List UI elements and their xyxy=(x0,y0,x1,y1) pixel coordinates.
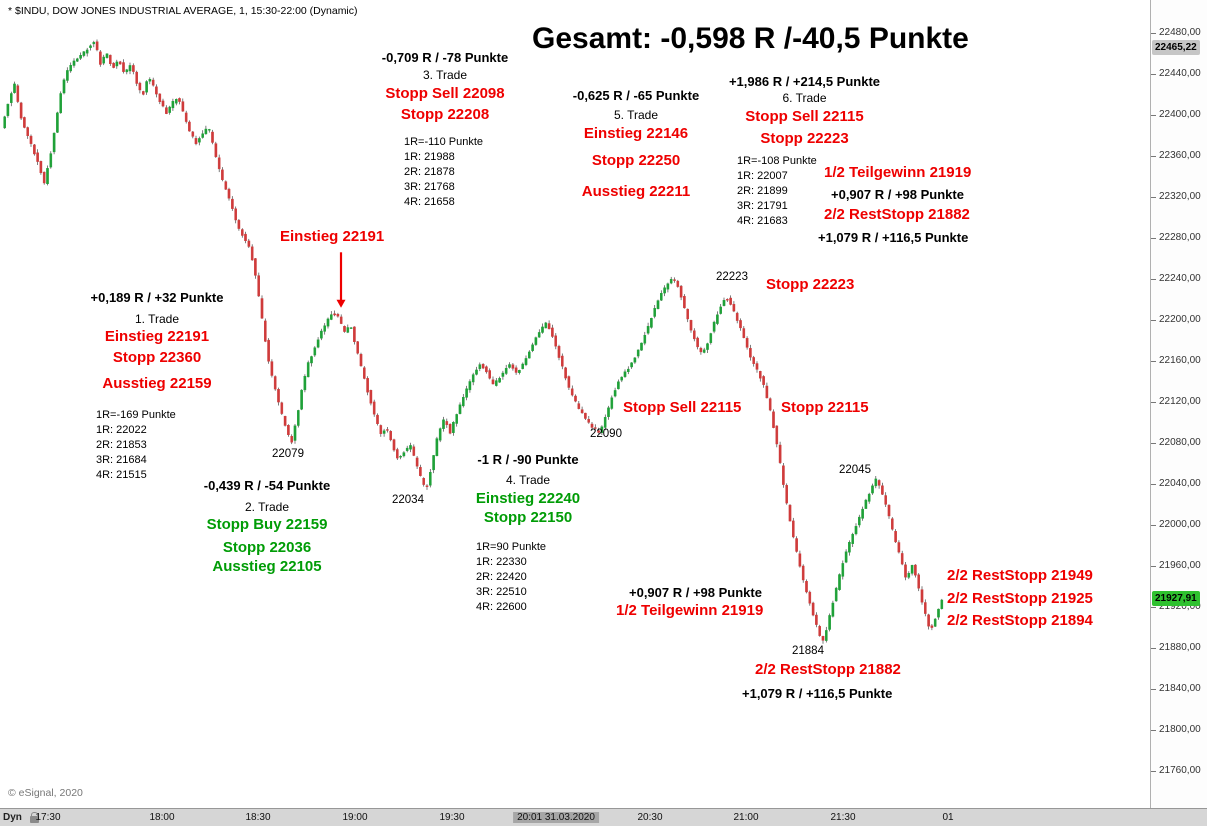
x-axis-time-label: 18:30 xyxy=(245,812,271,823)
price-axis[interactable]: 22480,00 22440,00 22400,00 22360,00 22320,00… xyxy=(1150,0,1207,808)
x-axis-time-label: 18:00 xyxy=(149,812,175,823)
y-axis-tick-mark xyxy=(1151,771,1156,772)
last-price-badge: 21927,91 xyxy=(1152,590,1200,606)
y-axis-label: 22040,00 xyxy=(1159,478,1201,489)
y-axis-tick-mark xyxy=(1151,238,1156,239)
page-lock-icon xyxy=(30,812,39,823)
y-axis-label: 22120,00 xyxy=(1159,396,1201,407)
x-axis-time-label: 21:30 xyxy=(830,812,856,823)
x-axis-time-label: 21:00 xyxy=(733,812,759,823)
y-axis-label: 21840,00 xyxy=(1159,683,1201,694)
ref-price-badge: 22465,22 xyxy=(1152,40,1200,56)
y-axis-label: 22280,00 xyxy=(1159,232,1201,243)
y-axis-label: 22400,00 xyxy=(1159,109,1201,120)
y-axis-label: 21800,00 xyxy=(1159,724,1201,735)
y-axis-label: 22440,00 xyxy=(1159,68,1201,79)
x-axis-time-label: 19:00 xyxy=(342,812,368,823)
y-axis-label: 21960,00 xyxy=(1159,560,1201,571)
y-axis-tick-mark xyxy=(1151,648,1156,649)
symbol-header: * $INDU, DOW JONES INDUSTRIAL AVERAGE, 1… xyxy=(8,5,358,17)
y-axis-label: 22200,00 xyxy=(1159,314,1201,325)
y-axis-label: 21920,00 xyxy=(1159,601,1201,612)
y-axis-tick-mark xyxy=(1151,566,1156,567)
x-axis-time-label: 17:30 xyxy=(35,812,61,823)
y-axis-tick-mark xyxy=(1151,402,1156,403)
time-axis[interactable]: Dyn 17:30 18:00 18:30 19:00 19:30 20:01 31.03… xyxy=(0,808,1207,826)
x-axis-time-label: 01 xyxy=(942,812,954,823)
copyright-notice: © eSignal, 2020 xyxy=(8,787,83,799)
y-axis-tick-mark xyxy=(1151,197,1156,198)
y-axis-label: 22160,00 xyxy=(1159,355,1201,366)
y-axis-tick-mark xyxy=(1151,361,1156,362)
y-axis-tick-mark xyxy=(1151,730,1156,731)
y-axis-tick-mark xyxy=(1151,156,1156,157)
y-axis-tick-mark xyxy=(1151,607,1156,608)
y-axis-tick-mark xyxy=(1151,279,1156,280)
y-axis-tick-mark xyxy=(1151,689,1156,690)
y-axis-label: 22080,00 xyxy=(1159,437,1201,448)
x-axis-time-label: 19:30 xyxy=(439,812,465,823)
candlestick-chart[interactable] xyxy=(0,0,1150,808)
y-axis-tick-mark xyxy=(1151,525,1156,526)
y-axis-label: 22240,00 xyxy=(1159,273,1201,284)
x-axis-time-label: 20:30 xyxy=(637,812,663,823)
page-tab-dyn[interactable]: Dyn xyxy=(3,812,22,823)
y-axis-tick-mark xyxy=(1151,115,1156,116)
y-axis-label: 22360,00 xyxy=(1159,150,1201,161)
y-axis-label: 22480,00 xyxy=(1159,27,1201,38)
y-axis-label: 21880,00 xyxy=(1159,642,1201,653)
y-axis-tick-mark xyxy=(1151,320,1156,321)
y-axis-label: 22000,00 xyxy=(1159,519,1201,530)
y-axis-tick-mark xyxy=(1151,33,1156,34)
y-axis-tick-mark xyxy=(1151,484,1156,485)
y-axis-label: 21760,00 xyxy=(1159,765,1201,776)
y-axis-tick-mark xyxy=(1151,443,1156,444)
x-axis-date-label: 20:01 31.03.2020 xyxy=(513,812,599,823)
y-axis-label: 22320,00 xyxy=(1159,191,1201,202)
total-result-title: Gesamt: -0,598 R /-40,5 Punkte xyxy=(532,22,969,55)
y-axis-tick-mark xyxy=(1151,74,1156,75)
